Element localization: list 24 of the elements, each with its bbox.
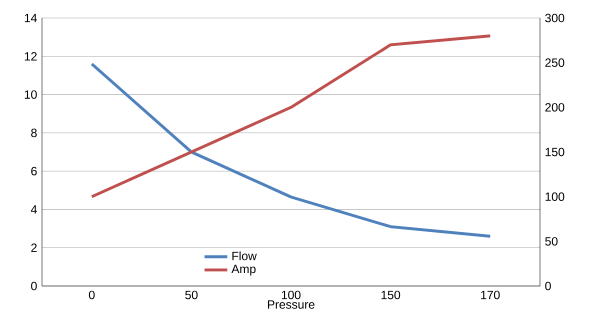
y2-tick-label: 300 [545, 14, 564, 22]
y2-tick-label: 50 [545, 237, 558, 246]
x-tick-label: 100 [282, 290, 301, 300]
y2-tick-label: 150 [546, 148, 564, 156]
x-tick-label: 0 [88, 290, 95, 300]
x-tick-label: 50 [185, 290, 198, 300]
y-tick-label: 8 [31, 128, 37, 138]
x-tick-label: 170 [481, 290, 500, 300]
x-tick-label: 150 [382, 290, 400, 300]
y2-tick-label: 0 [545, 282, 551, 290]
y2-tick-label: 200 [545, 103, 564, 112]
y-tick-label: 14 [24, 14, 37, 22]
y2-tick-label: 100 [546, 192, 564, 201]
x-axis-title: Pressure [268, 300, 314, 309]
y-tick-label: 6 [31, 166, 37, 176]
legend-label: Flow [232, 251, 257, 260]
y-tick-label: 10 [24, 90, 37, 99]
y-tick-label: 12 [24, 52, 37, 60]
legend-label: Amp [231, 264, 256, 276]
y-tick-label: 4 [30, 205, 37, 214]
y-tick-label: 0 [31, 282, 37, 290]
y-tick-label: 2 [31, 244, 37, 252]
y2-tick-label: 250 [545, 58, 564, 67]
line-series [90, 62, 492, 238]
